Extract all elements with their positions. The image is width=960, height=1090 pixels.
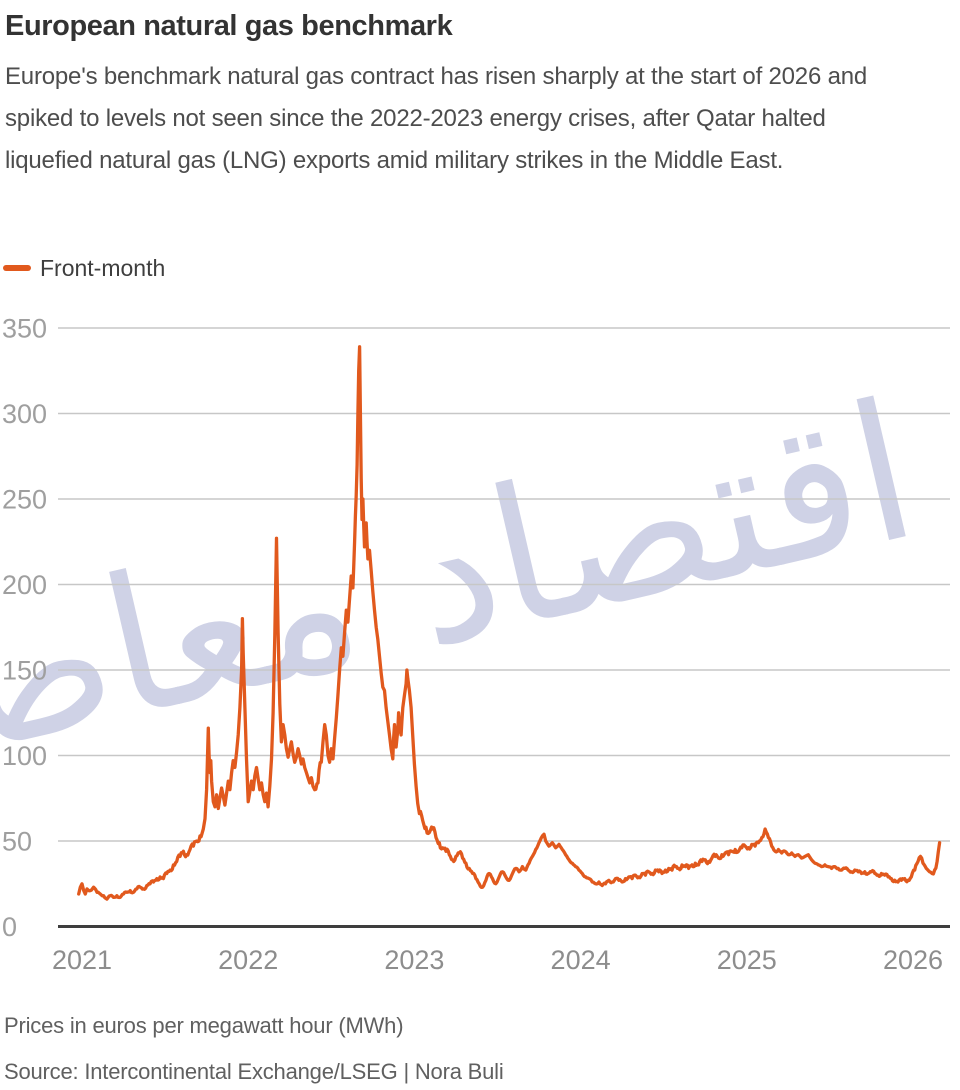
x-tick-label: 2024 bbox=[551, 945, 611, 975]
y-tick-label: 200 bbox=[2, 570, 47, 600]
y-tick-label: 300 bbox=[2, 399, 47, 429]
chart-title: European natural gas benchmark bbox=[5, 10, 453, 42]
chart-subtitle: Europe's benchmark natural gas contract … bbox=[5, 63, 868, 174]
y-tick-label: 50 bbox=[2, 827, 32, 857]
x-tick-label: 2025 bbox=[717, 945, 777, 975]
legend: Front-month bbox=[3, 254, 165, 282]
x-tick-label: 2023 bbox=[384, 945, 444, 975]
chart-source: Source: Intercontinental Exchange/LSEG |… bbox=[4, 1059, 504, 1084]
x-tick-label: 2021 bbox=[52, 945, 112, 975]
x-tick-label: 2026 bbox=[883, 945, 943, 975]
y-tick-label: 350 bbox=[2, 314, 47, 344]
price-line-front-month bbox=[77, 345, 942, 901]
legend-line-swatch bbox=[3, 265, 31, 271]
x-tick-label: 2022 bbox=[218, 945, 278, 975]
y-tick-label: 100 bbox=[2, 741, 47, 771]
chart-note: Prices in euros per megawatt hour (MWh) bbox=[4, 1013, 404, 1038]
y-tick-label: 250 bbox=[2, 485, 47, 515]
y-tick-label: 150 bbox=[2, 656, 47, 686]
legend-label: Front-month bbox=[40, 254, 166, 281]
y-tick-label: 0 bbox=[2, 912, 17, 942]
